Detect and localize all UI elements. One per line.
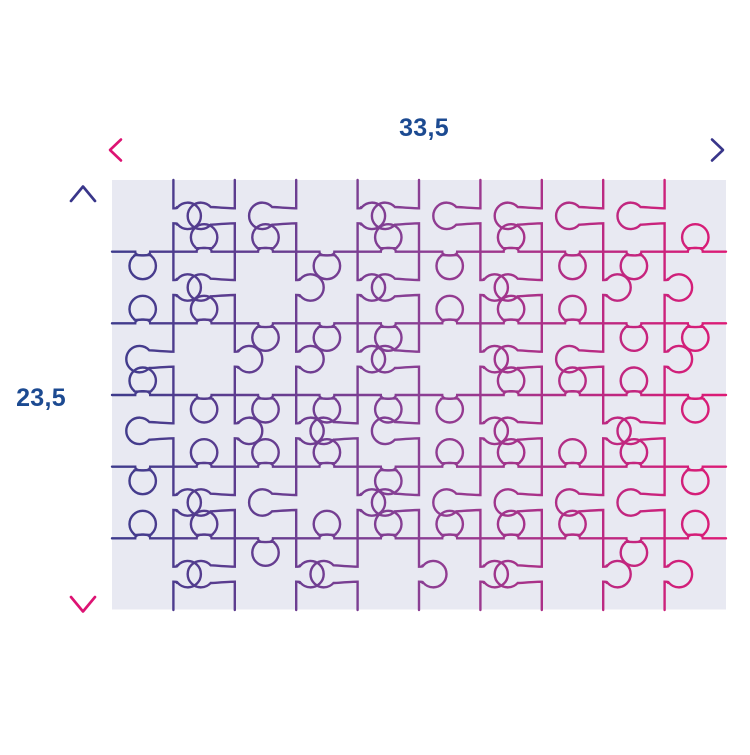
- svg-text:23,5: 23,5: [16, 384, 66, 412]
- svg-text:33,5: 33,5: [399, 114, 449, 142]
